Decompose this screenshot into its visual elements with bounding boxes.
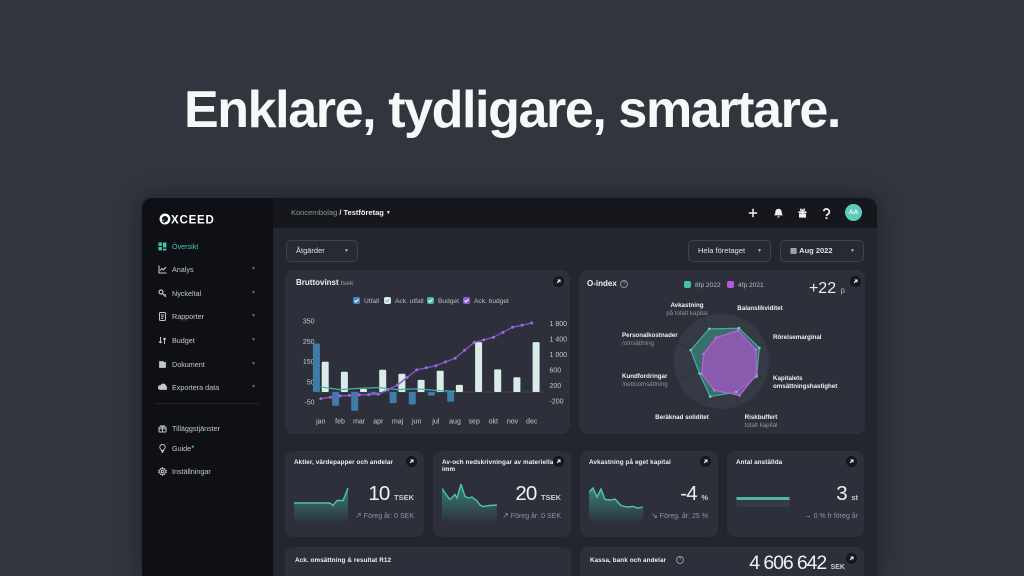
svg-text:-200: -200 — [550, 399, 564, 406]
svg-text:250: 250 — [303, 339, 315, 346]
svg-text:1 000: 1 000 — [550, 352, 568, 359]
svg-text:350: 350 — [303, 319, 315, 326]
svg-text:maj: maj — [392, 419, 404, 426]
svg-text:dec: dec — [526, 419, 538, 426]
svg-text:mar: mar — [353, 419, 366, 426]
svg-text:feb: feb — [335, 419, 345, 426]
svg-text:aug: aug — [449, 419, 461, 426]
svg-text:okt: okt — [489, 419, 498, 426]
svg-text:nov: nov — [507, 419, 519, 426]
svg-text:jan: jan — [315, 419, 325, 426]
svg-text:jun: jun — [411, 419, 421, 426]
svg-text:1 800: 1 800 — [550, 321, 568, 328]
svg-text:200: 200 — [550, 383, 562, 390]
svg-text:150: 150 — [303, 359, 315, 366]
svg-text:50: 50 — [307, 379, 315, 386]
svg-text:1 400: 1 400 — [550, 337, 568, 344]
svg-text:apr: apr — [373, 419, 384, 426]
svg-text:600: 600 — [550, 368, 562, 375]
svg-text:-50: -50 — [304, 400, 314, 407]
svg-text:sep: sep — [469, 419, 480, 426]
svg-text:jul: jul — [431, 419, 439, 426]
